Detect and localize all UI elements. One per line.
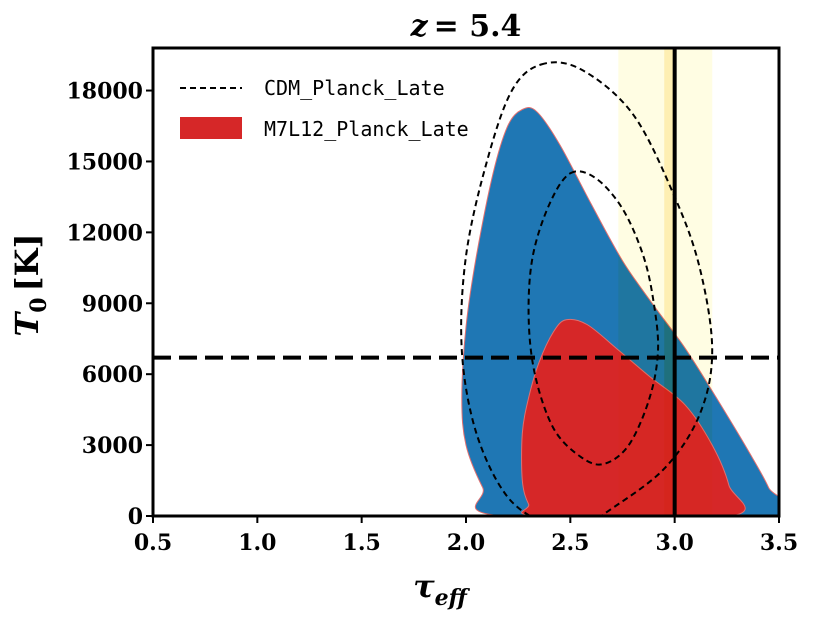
y-axis-label-subscript: 0 (26, 297, 52, 312)
x-axis-label-subscript: eff (435, 585, 471, 611)
legend-swatch-m7l12 (180, 117, 242, 139)
y-tick-label: 9000 (82, 291, 143, 317)
x-tick-label: 2.5 (551, 530, 589, 556)
y-tick-label: 3000 (82, 433, 143, 459)
x-axis: 0.5 1.0 1.5 2.0 2.5 3.0 3.5 (134, 516, 798, 556)
x-tick-label: 3.0 (656, 530, 694, 556)
y-axis: 0 3000 6000 9000 12000 15000 18000 (66, 79, 153, 530)
legend-label-cdm: CDM_Planck_Late (264, 76, 445, 100)
observation-band-center (664, 48, 675, 516)
x-tick-label: 3.5 (760, 530, 798, 556)
legend-label-m7l12: M7L12_Planck_Late (264, 117, 469, 141)
y-axis-label-unit: [K] (8, 233, 46, 291)
title-variable: z (410, 9, 429, 44)
y-tick-label: 15000 (66, 149, 143, 175)
x-axis-label-symbol: τ (413, 567, 435, 605)
y-tick-label: 12000 (66, 220, 143, 246)
cdm-95pct-contour (460, 61, 714, 516)
chart-title: z = 5.4 (410, 9, 522, 44)
x-axis-label: τeff (413, 567, 471, 611)
title-value: = 5.4 (434, 9, 522, 44)
legend: CDM_Planck_Late M7L12_Planck_Late (180, 76, 469, 141)
y-axis-label: T0 [K] (8, 233, 52, 336)
x-tick-label: 2.0 (447, 530, 485, 556)
x-tick-label: 1.0 (238, 530, 276, 556)
x-tick-label: 1.5 (343, 530, 381, 556)
cdm-68pct-contour (527, 170, 660, 466)
plot-content (153, 48, 779, 516)
x-tick-label: 0.5 (134, 530, 172, 556)
y-tick-label: 18000 (66, 79, 143, 105)
y-tick-label: 6000 (82, 362, 143, 388)
y-tick-label: 0 (128, 504, 143, 530)
y-axis-label-symbol: T (8, 311, 46, 337)
